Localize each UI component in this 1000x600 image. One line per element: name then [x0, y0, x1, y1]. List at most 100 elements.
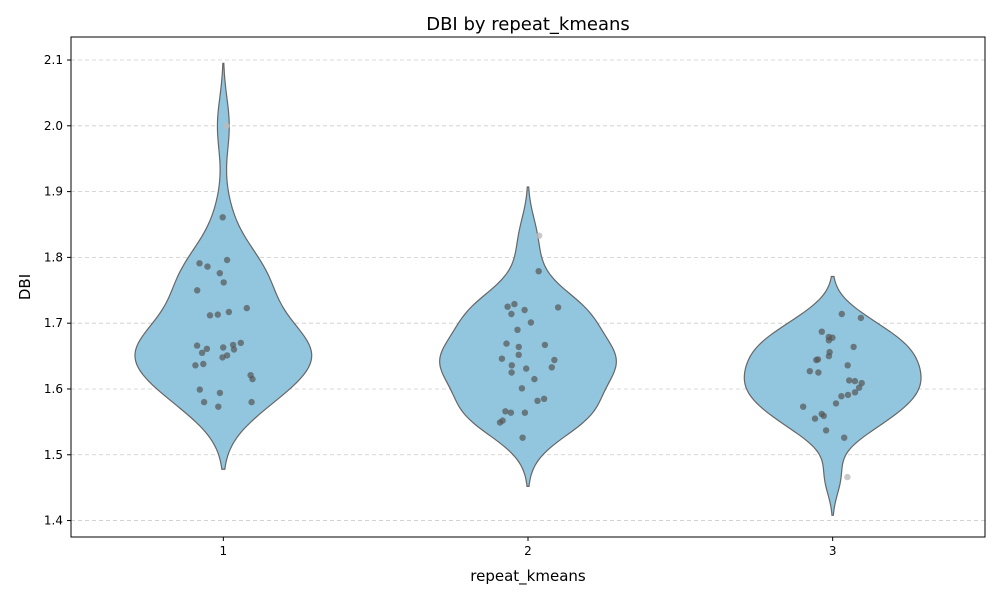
data-point	[515, 343, 522, 351]
data-point	[225, 308, 233, 316]
data-point	[508, 369, 515, 376]
data-point	[844, 391, 852, 399]
data-point	[220, 279, 227, 286]
data-point	[551, 356, 558, 364]
data-point	[511, 300, 518, 308]
data-point	[503, 340, 510, 347]
data-point	[806, 368, 813, 375]
data-point	[504, 303, 511, 310]
data-point	[498, 355, 506, 362]
data-point	[196, 386, 203, 393]
data-point	[855, 384, 863, 391]
data-point	[818, 328, 825, 335]
outlier-point	[536, 232, 543, 239]
data-point	[198, 349, 206, 356]
data-point	[519, 434, 526, 441]
data-point	[219, 214, 226, 221]
data-point	[846, 377, 853, 384]
data-point	[216, 389, 224, 397]
x-axis-ticks: 1 2 3	[220, 537, 837, 558]
data-point	[200, 398, 208, 406]
y-tick-label: 1.8	[44, 250, 63, 264]
y-tick-label: 1.4	[44, 514, 63, 528]
violin-2	[439, 186, 617, 487]
data-point	[527, 319, 535, 326]
data-point	[523, 365, 530, 372]
data-point	[531, 375, 538, 383]
data-point	[237, 339, 244, 347]
data-point	[521, 306, 528, 314]
data-point	[192, 362, 199, 369]
data-point	[502, 408, 509, 415]
data-point	[850, 343, 857, 351]
y-axis-title: DBI	[16, 274, 34, 300]
data-point	[521, 409, 529, 416]
data-points	[192, 122, 865, 481]
data-point	[214, 311, 221, 318]
y-tick-label: 1.7	[44, 316, 63, 330]
data-point	[203, 345, 211, 352]
y-tick-label: 1.9	[44, 185, 63, 199]
chart-title: DBI by repeat_kmeans	[426, 14, 630, 35]
data-point	[813, 356, 820, 364]
data-point	[196, 260, 203, 267]
data-point	[193, 342, 201, 349]
violin-3	[743, 275, 922, 516]
data-point	[518, 385, 526, 392]
data-point	[554, 304, 562, 311]
data-point	[851, 377, 859, 385]
data-point	[508, 362, 515, 369]
data-point	[540, 395, 548, 402]
data-point	[200, 360, 207, 368]
data-point	[514, 326, 521, 333]
y-tick-label: 2.0	[44, 119, 63, 133]
data-point	[841, 434, 848, 441]
data-point	[541, 341, 549, 349]
data-point	[825, 337, 833, 344]
data-point	[815, 369, 822, 376]
data-point	[838, 393, 845, 400]
x-tick-label: 2	[524, 544, 532, 558]
violins	[134, 62, 922, 516]
data-point	[194, 287, 201, 294]
data-point	[215, 403, 222, 410]
data-point	[800, 403, 807, 410]
data-point	[822, 427, 830, 434]
outlier-point	[223, 122, 230, 129]
data-point	[535, 268, 542, 275]
x-tick-label: 1	[220, 544, 228, 558]
data-point	[204, 263, 211, 270]
data-point	[219, 354, 226, 361]
data-point	[216, 270, 223, 277]
data-point	[248, 398, 255, 406]
data-point	[857, 314, 865, 322]
data-point	[811, 415, 819, 422]
data-point	[508, 310, 515, 318]
data-point	[507, 409, 515, 416]
data-point	[832, 400, 840, 407]
data-point	[249, 375, 256, 383]
data-point	[534, 397, 541, 404]
data-point	[230, 346, 238, 353]
data-point	[548, 364, 555, 371]
data-point	[496, 419, 504, 426]
x-axis-title: repeat_kmeans	[470, 567, 586, 586]
y-axis-ticks: 1.4 1.5 1.6 1.7 1.8 1.9 2.0 2.1	[44, 53, 71, 528]
data-point	[820, 412, 827, 420]
data-point	[825, 352, 833, 360]
data-point	[243, 304, 250, 312]
violin-1	[134, 62, 313, 470]
data-point	[515, 351, 522, 358]
data-point	[220, 344, 227, 351]
x-tick-label: 3	[829, 544, 837, 558]
y-tick-label: 1.5	[44, 448, 63, 462]
y-tick-label: 1.6	[44, 382, 63, 396]
data-point	[851, 389, 859, 396]
y-tick-label: 2.1	[44, 53, 63, 67]
data-point	[223, 256, 231, 264]
data-point	[206, 312, 214, 319]
outlier-point	[844, 473, 851, 481]
data-point	[838, 310, 845, 318]
data-point	[844, 362, 851, 369]
